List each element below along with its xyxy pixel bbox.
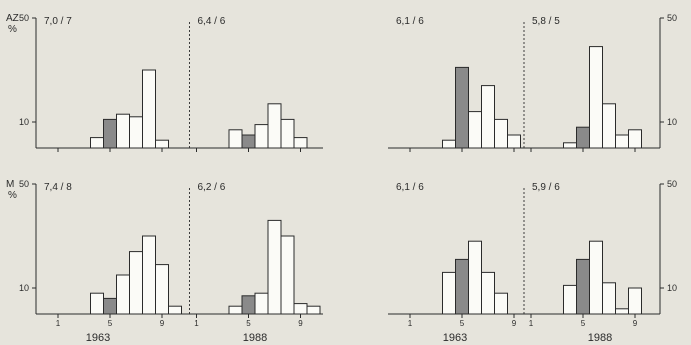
bar xyxy=(494,118,508,149)
bar xyxy=(563,142,577,149)
bar xyxy=(481,271,495,315)
bar-highlight xyxy=(576,258,590,315)
bar xyxy=(481,85,495,149)
bar xyxy=(589,46,603,149)
panel-label: 7,4 / 8 xyxy=(44,182,72,193)
bar xyxy=(254,292,269,315)
panel-label: 5,8 / 5 xyxy=(532,16,560,27)
y-tick-label: 10 xyxy=(19,117,29,127)
bar xyxy=(494,292,508,315)
panel-label: 6,1 / 6 xyxy=(396,182,424,193)
bar xyxy=(228,129,243,149)
bar xyxy=(615,134,629,149)
bar xyxy=(90,292,104,315)
bar xyxy=(280,118,295,149)
y-unit-label: % xyxy=(8,190,17,201)
bar xyxy=(129,251,143,315)
x-tick-label: 1 xyxy=(56,319,61,328)
y-tick-label: 50 xyxy=(667,179,677,189)
bar xyxy=(589,240,603,315)
bar xyxy=(293,303,308,315)
bar xyxy=(142,69,156,149)
bar-highlight xyxy=(576,126,590,149)
y-unit-label: M xyxy=(6,179,14,190)
bar xyxy=(267,219,282,315)
bar xyxy=(628,129,642,149)
bar xyxy=(280,235,295,315)
bar xyxy=(129,116,143,149)
bar xyxy=(142,235,156,315)
bar-highlight xyxy=(455,66,469,149)
bar xyxy=(306,305,321,315)
y-tick-label: 50 xyxy=(667,13,677,23)
bar-highlight xyxy=(455,258,469,315)
bar xyxy=(602,103,616,149)
x-tick-label: 1 xyxy=(529,319,534,328)
bar xyxy=(628,287,642,315)
bar xyxy=(293,137,308,149)
bar xyxy=(468,240,482,315)
panel-label: 7,0 / 7 xyxy=(44,16,72,27)
bar xyxy=(442,139,456,149)
bar xyxy=(116,113,130,149)
bar xyxy=(228,305,243,315)
bar-highlight xyxy=(241,295,256,315)
y-tick-label: 10 xyxy=(667,283,677,293)
x-tick-label: 5 xyxy=(246,319,251,328)
panel-label: 6,4 / 6 xyxy=(198,16,226,27)
bar xyxy=(602,282,616,315)
bar xyxy=(267,103,282,149)
bar xyxy=(507,134,521,149)
bar xyxy=(254,124,269,149)
x-tick-label: 9 xyxy=(298,319,303,328)
y-tick-label: 10 xyxy=(667,117,677,127)
panel-label: 6,1 / 6 xyxy=(396,16,424,27)
x-tick-label: 5 xyxy=(108,319,113,328)
y-tick-label: 50 xyxy=(19,13,29,23)
panel-label: 5,9 / 6 xyxy=(532,182,560,193)
bar xyxy=(563,284,577,315)
x-tick-label: 1 xyxy=(408,319,413,328)
x-tick-label: 1 xyxy=(194,319,199,328)
year-label: 1988 xyxy=(588,332,612,344)
y-unit-label: AZ xyxy=(6,13,19,24)
panel-label: 6,2 / 6 xyxy=(198,182,226,193)
bar-highlight xyxy=(103,118,117,149)
bar xyxy=(90,137,104,149)
x-tick-label: 9 xyxy=(633,319,638,328)
bar xyxy=(168,305,182,315)
y-unit-label: % xyxy=(8,24,17,35)
year-label: 1963 xyxy=(86,332,110,344)
bar-highlight xyxy=(241,134,256,149)
x-tick-label: 9 xyxy=(512,319,517,328)
year-label: 1988 xyxy=(243,332,267,344)
bar xyxy=(155,264,169,315)
bar xyxy=(155,139,169,149)
bar-highlight xyxy=(103,297,117,315)
y-tick-label: 10 xyxy=(19,283,29,293)
bar xyxy=(468,111,482,149)
bar xyxy=(615,308,629,315)
x-tick-label: 9 xyxy=(160,319,165,328)
x-tick-label: 5 xyxy=(581,319,586,328)
x-tick-label: 5 xyxy=(460,319,465,328)
y-tick-label: 50 xyxy=(19,179,29,189)
bar xyxy=(116,274,130,315)
bar xyxy=(442,271,456,315)
year-label: 1963 xyxy=(443,332,467,344)
